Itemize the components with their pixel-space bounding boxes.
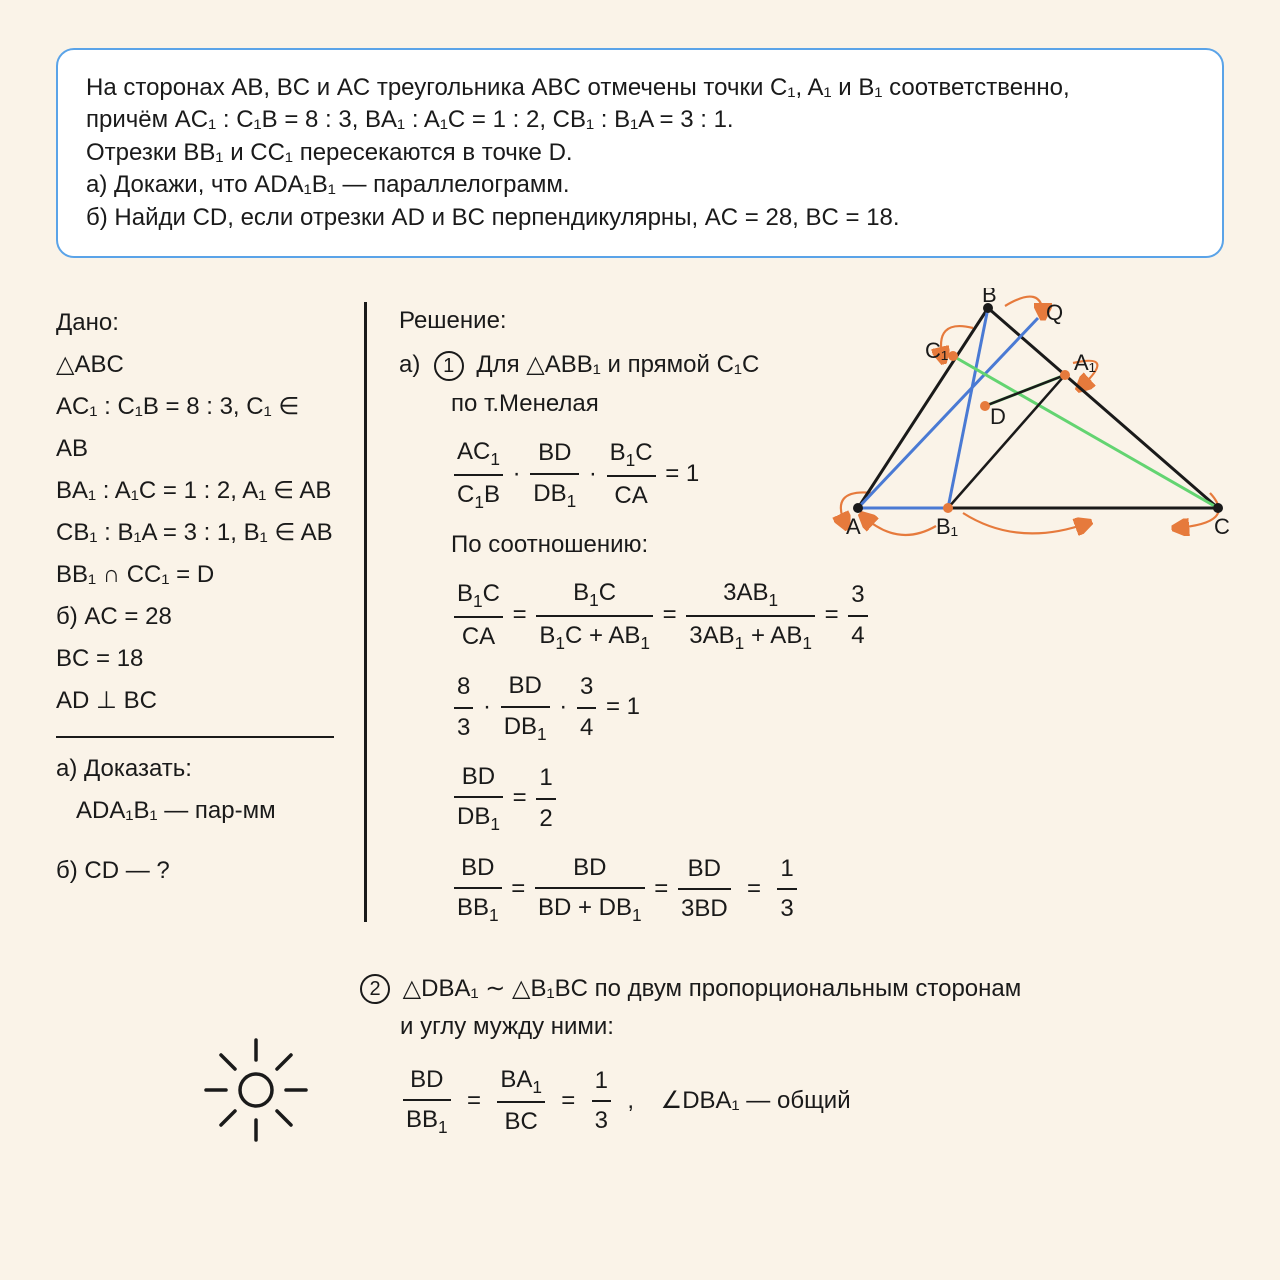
label-B: B (982, 288, 997, 307)
problem-line: а) Докажи, что ADA₁B₁ — параллелограмм. (86, 169, 1194, 201)
given-line: б) AC = 28 (56, 596, 334, 638)
step-number-2: 2 (360, 974, 390, 1004)
problem-line: Отрезки BB₁ и CC₁ пересекаются в точке D… (86, 137, 1194, 169)
given-line: AC₁ : C₁B = 8 : 3, C₁ ∈ AB (56, 386, 334, 470)
given-line: BB₁ ∩ CC₁ = D (56, 554, 334, 596)
step2-equation: BDBB1 = BA1BC = 13 , ∠DBA₁ — общий (400, 1061, 1224, 1142)
given-line: BA₁ : A₁C = 1 : 2, A₁ ∈ AB (56, 470, 334, 512)
solution-column: Решение: а) 1 Для △ABB₁ и прямой C₁C по … (375, 302, 1224, 940)
step2-text-b: и углу мужду ними: (400, 1008, 1224, 1046)
ratio-equation-2: 83 · BDDB1 · 34 = 1 (451, 667, 1224, 748)
label-D: D (990, 404, 1006, 429)
ratio-equation-3: BDDB1 = 12 (451, 758, 1224, 839)
find-line: б) CD — ? (56, 850, 334, 892)
problem-line: причём AC₁ : C₁B = 8 : 3, BA₁ : A₁C = 1 … (86, 104, 1194, 136)
ratio-equation-1: B1CCA = B1CB1C + AB1 = 3AB13AB1 + AB1 = … (451, 574, 1224, 657)
prove-title: а) Доказать: (56, 748, 334, 790)
given-column: Дано: △ABC AC₁ : C₁B = 8 : 3, C₁ ∈ AB BA… (56, 302, 356, 940)
step-2-block: 2 △DBA₁ ∼ △B₁BC по двум пропорциональным… (360, 970, 1224, 1142)
ratio-equation-4: BDBB1 = BDBD + DB1 = BD3BD = 13 (451, 849, 1224, 930)
divider (56, 736, 334, 738)
problem-line: б) Найди CD, если отрезки AD и BC перпен… (86, 202, 1194, 234)
given-line: BC = 18 (56, 638, 334, 680)
label-A1: A₁ (1074, 350, 1096, 375)
step2-angle: ∠DBA₁ — общий (661, 1086, 851, 1113)
problem-statement-box: На сторонах AB, BC и AC треугольника ABC… (56, 48, 1224, 258)
label-C: C (1214, 514, 1230, 539)
step2-text-a: △DBA₁ ∼ △B₁BC по двум пропорциональным с… (403, 975, 1022, 1002)
given-line: △ABC (56, 344, 334, 386)
step1-text-a: Для △ABB₁ и прямой C₁C (476, 351, 759, 378)
given-line: CB₁ : B₁A = 3 : 1, B₁ ∈ AB (56, 512, 334, 554)
label-A: A (846, 514, 861, 539)
prove-line: ADA₁B₁ — пар-мм (56, 790, 334, 832)
label-B1: B₁ (936, 514, 958, 539)
label-C1: C₁ (925, 338, 948, 363)
sun-icon (196, 1030, 316, 1150)
triangle-diagram: A B C C₁ A₁ B₁ D Q (818, 288, 1238, 548)
given-title: Дано: (56, 302, 334, 344)
problem-line: На сторонах AB, BC и AC треугольника ABC… (86, 72, 1194, 104)
vertical-divider (364, 302, 367, 922)
label-Q: Q (1046, 300, 1063, 325)
part-a-label: а) (399, 351, 420, 378)
given-line: AD ⊥ BC (56, 680, 334, 722)
step-number-1: 1 (434, 351, 464, 381)
